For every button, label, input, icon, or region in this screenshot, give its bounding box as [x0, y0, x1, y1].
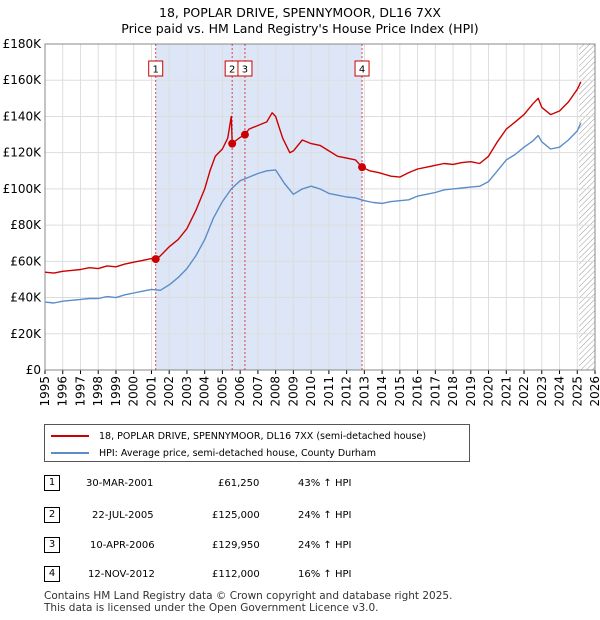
- legend-item-hpi: HPI: Average price, semi-detached house,…: [51, 445, 376, 461]
- x-tick-label: 2003: [180, 376, 194, 407]
- legend-item-property: 18, POPLAR DRIVE, SPENNYMOOR, DL16 7XX (…: [51, 428, 426, 444]
- sale-label-box: [148, 60, 164, 77]
- x-tick-label: 2015: [393, 376, 407, 407]
- x-tick-label: 2000: [127, 376, 141, 407]
- x-tick-label: 2018: [446, 376, 460, 407]
- sale-point: [228, 139, 237, 148]
- x-tick-label: 2008: [269, 376, 283, 407]
- x-tick-label: 2002: [162, 376, 176, 407]
- x-tick-label: 2009: [286, 376, 300, 407]
- x-tick-label: 1997: [73, 376, 87, 407]
- sale-price: £129,950: [212, 540, 260, 551]
- x-tick-label: 2004: [198, 376, 212, 407]
- legend-label-property: 18, POPLAR DRIVE, SPENNYMOOR, DL16 7XX (…: [99, 430, 427, 442]
- x-tick-label: 2012: [340, 376, 354, 407]
- x-tick-label: 2010: [304, 376, 318, 407]
- chart-subtitle: Price paid vs. HM Land Registry's House …: [121, 21, 479, 36]
- x-tick-label: 2006: [233, 376, 247, 407]
- footer-copyright: Contains HM Land Registry data © Crown c…: [44, 590, 453, 602]
- y-tick-label: £140K: [3, 109, 43, 123]
- sale-number-badge: 3: [44, 537, 60, 553]
- hpi-line: [44, 122, 582, 304]
- sale-price: £112,000: [212, 569, 260, 580]
- y-tick-label: £40K: [10, 291, 42, 305]
- sale-number-badge: 2: [44, 507, 60, 523]
- x-tick-label: 2001: [144, 376, 158, 407]
- y-tick-label: £100K: [3, 182, 43, 196]
- y-tick-label: £0: [26, 363, 41, 377]
- x-tick-label: 2026: [588, 376, 600, 407]
- sale-hpi-diff: 24% ↑ HPI: [298, 510, 352, 521]
- sale-label-box: [237, 60, 253, 77]
- sale-label-text: 4: [359, 65, 365, 76]
- legend: 18, POPLAR DRIVE, SPENNYMOOR, DL16 7XX (…: [44, 424, 470, 462]
- sale-price: £125,000: [212, 510, 260, 521]
- forecast-hatch: [579, 44, 595, 370]
- y-tick-label: £120K: [3, 146, 43, 160]
- sale-hpi-diff: 16% ↑ HPI: [298, 569, 352, 580]
- x-tick-label: 2020: [482, 376, 496, 407]
- x-tick-label: 2024: [553, 376, 567, 407]
- y-tick-label: £80K: [10, 218, 42, 232]
- footer-licence: This data is licensed under the Open Gov…: [44, 602, 379, 614]
- x-tick-label: 2007: [251, 376, 265, 407]
- x-tick-label: 1999: [109, 376, 123, 407]
- chart-title: 18, POPLAR DRIVE, SPENNYMOOR, DL16 7XX: [159, 5, 441, 20]
- legend-swatch-hpi: [51, 452, 89, 454]
- sale-point: [358, 163, 367, 172]
- x-tick-label: 2025: [570, 376, 584, 407]
- sale-date: 22-JUL-2005: [92, 510, 154, 521]
- x-tick-label: 1996: [56, 376, 70, 407]
- ownership-shade: [155, 44, 363, 370]
- x-tick-label: 2011: [322, 376, 336, 407]
- sale-point: [240, 130, 249, 139]
- price-chart: £0 £20K £40K £60K £80K £100K £120K £140K £160K £1…: [3, 37, 600, 407]
- y-tick-label: £180K: [3, 37, 43, 51]
- plot-border: [44, 43, 596, 371]
- x-tick-label: 2022: [517, 376, 531, 407]
- sale-label-text: 2: [229, 65, 235, 76]
- sale-date: 10-APR-2006: [90, 540, 155, 551]
- x-tick-label: 2016: [411, 376, 425, 407]
- x-tick-label: 2019: [464, 376, 478, 407]
- y-tick-label: £60K: [10, 254, 42, 268]
- x-tick-label: 2021: [499, 376, 513, 407]
- sale-number-badge: 1: [44, 475, 60, 491]
- sale-number-badge: 4: [44, 566, 60, 582]
- x-tick-label: 1998: [91, 376, 105, 407]
- footer: Contains HM Land Registry data © Crown c…: [44, 590, 452, 614]
- sale-hpi-diff: 24% ↑ HPI: [298, 540, 352, 551]
- sale-date: 30-MAR-2001: [86, 478, 154, 489]
- sale-point: [151, 255, 160, 264]
- sale-price: £61,250: [218, 478, 260, 489]
- x-tick-label: 2023: [535, 376, 549, 407]
- legend-label-hpi: HPI: Average price, semi-detached house,…: [99, 447, 376, 459]
- y-tick-label: £160K: [3, 73, 43, 87]
- legend-swatch-property: [51, 435, 89, 437]
- property-price-line: [44, 81, 582, 274]
- x-tick-label: 1995: [38, 376, 52, 407]
- sale-label-box: [354, 60, 370, 77]
- x-tick-label: 2013: [357, 376, 371, 407]
- sale-label-text: 1: [153, 65, 159, 76]
- sale-hpi-diff: 43% ↑ HPI: [298, 478, 352, 489]
- y-tick-label: £20K: [10, 327, 42, 341]
- sale-date: 12-NOV-2012: [88, 569, 155, 580]
- x-tick-label: 2014: [375, 376, 389, 407]
- sale-label-text: 3: [242, 65, 248, 76]
- x-tick-label: 2017: [428, 376, 442, 407]
- x-tick-label: 2005: [215, 376, 229, 407]
